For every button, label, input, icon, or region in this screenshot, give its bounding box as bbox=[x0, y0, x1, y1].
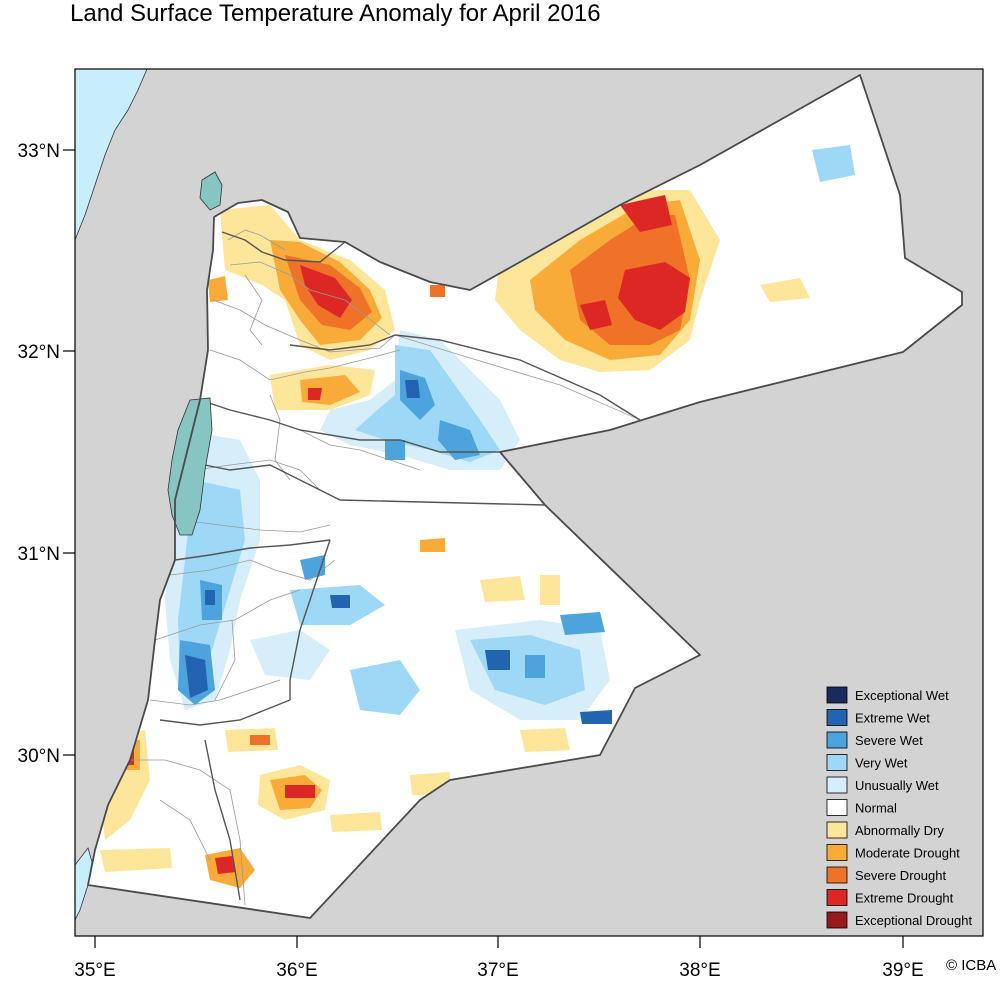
longitude-axis: 35°E 36°E 37°E 38°E 39°E bbox=[74, 936, 924, 981]
legend-swatch bbox=[826, 776, 848, 794]
map-title: Land Surface Temperature Anomaly for Apr… bbox=[70, 0, 601, 27]
sea-of-galilee bbox=[199, 171, 223, 211]
legend-label: Very Wet bbox=[855, 756, 908, 771]
legend: Exceptional Wet Extreme Wet Severe Wet Very… bbox=[826, 686, 972, 929]
legend-label: Exceptional Wet bbox=[855, 688, 949, 703]
lat-tick-label: 30°N bbox=[18, 746, 60, 767]
legend-label: Severe Drought bbox=[855, 868, 946, 883]
map-frame bbox=[74, 68, 984, 937]
lat-tick-label: 31°N bbox=[18, 544, 60, 565]
lon-tick-label: 37°E bbox=[477, 960, 518, 981]
governorate-boundaries bbox=[159, 231, 641, 901]
legend-swatch bbox=[826, 889, 848, 906]
legend-label: Unusually Wet bbox=[855, 778, 939, 793]
lon-tick-label: 39°E bbox=[882, 960, 923, 981]
legend-label: Moderate Drought bbox=[855, 846, 960, 861]
legend-label: Severe Wet bbox=[855, 733, 923, 748]
latitude-axis: 33°N 32°N 31°N 30°N bbox=[18, 141, 75, 767]
legend-label: Exceptional Drought bbox=[855, 913, 972, 928]
legend-swatch bbox=[826, 821, 848, 839]
lon-tick-label: 36°E bbox=[276, 960, 317, 981]
legend-swatch bbox=[826, 686, 848, 704]
legend-swatch bbox=[826, 866, 848, 884]
legend-swatch bbox=[826, 844, 848, 861]
legend-swatch bbox=[826, 731, 848, 749]
lon-tick-label: 38°E bbox=[679, 960, 720, 981]
jordan-border bbox=[87, 74, 963, 919]
mediterranean-sea bbox=[75, 69, 148, 241]
legend-swatch bbox=[826, 911, 848, 929]
legend-label: Normal bbox=[855, 801, 897, 816]
legend-label: Abnormally Dry bbox=[855, 823, 944, 838]
credit-text: © ICBA bbox=[946, 957, 997, 974]
lat-tick-label: 33°N bbox=[18, 141, 60, 162]
legend-swatch bbox=[826, 754, 848, 771]
legend-label: Extreme Wet bbox=[855, 711, 930, 726]
legend-swatch bbox=[826, 799, 848, 816]
lon-tick-label: 35°E bbox=[74, 960, 115, 981]
dead-sea bbox=[167, 397, 213, 536]
lat-tick-label: 32°N bbox=[18, 342, 60, 363]
legend-swatch bbox=[826, 709, 848, 726]
legend-label: Extreme Drought bbox=[855, 891, 954, 906]
